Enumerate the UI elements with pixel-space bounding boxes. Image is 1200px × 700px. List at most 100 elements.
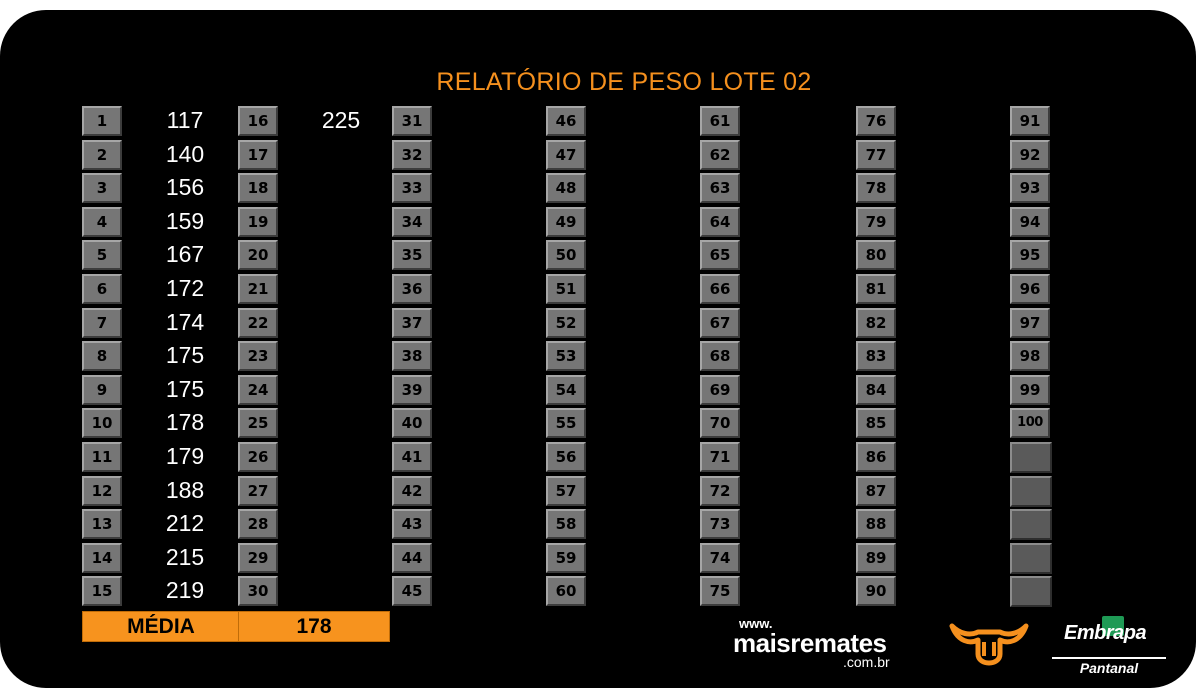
maisremates-logo: www. maisremates .com.br [733,616,908,676]
animal-number: 7 [82,308,122,338]
animal-weight [296,339,386,369]
animal-number: 49 [546,207,586,237]
animal-number: 10 [82,408,122,438]
animal-number: 32 [392,140,432,170]
animal-number: 29 [238,543,278,573]
animal-weight: 172 [165,275,205,301]
animal-number: 25 [238,408,278,438]
report-panel [0,10,1196,688]
animal-number: 92 [1010,140,1050,170]
embrapa-logo: Embrapa Pantanal [1050,616,1168,678]
average-label: MÉDIA [82,611,240,642]
animal-weight [296,406,386,436]
animal-number: 60 [546,576,586,606]
animal-number: 73 [700,509,740,539]
animal-number: 65 [700,240,740,270]
animal-number: 11 [82,442,122,472]
animal-number: 68 [700,341,740,371]
animal-number: 41 [392,442,432,472]
animal-number: 63 [700,173,740,203]
animal-number: 80 [856,240,896,270]
animal-number: 26 [238,442,278,472]
animal-number: 90 [856,576,896,606]
animal-weight: 156 [165,174,205,200]
animal-number: 54 [546,375,586,405]
animal-number: 70 [700,408,740,438]
animal-number: 98 [1010,341,1050,371]
animal-number: 76 [856,106,896,136]
animal-weight: 174 [165,309,205,335]
animal-number: 3 [82,173,122,203]
animal-weight [296,205,386,235]
animal-weight [296,474,386,504]
embrapa-subtitle: Pantanal [1079,660,1139,676]
maisremates-www: www. [739,616,773,631]
animal-number: 20 [238,240,278,270]
maisremates-name: maisremates [733,628,887,658]
animal-weight [296,373,386,403]
animal-weight [296,306,386,336]
animal-number: 5 [82,240,122,270]
animal-weight [296,440,386,470]
animal-weight: 175 [165,376,205,402]
animal-number: 33 [392,173,432,203]
average-value: 178 [238,611,390,642]
animal-number: 99 [1010,375,1050,405]
animal-number: 50 [546,240,586,270]
animal-weight: 159 [165,208,205,234]
animal-number: 62 [700,140,740,170]
animal-number: 69 [700,375,740,405]
animal-number: 93 [1010,173,1050,203]
animal-weight: 140 [165,141,205,167]
animal-weight: 225 [321,107,361,133]
animal-number: 45 [392,576,432,606]
animal-number: 91 [1010,106,1050,136]
animal-weight [296,507,386,537]
animal-number: 51 [546,274,586,304]
embrapa-divider [1052,657,1166,659]
animal-number: 85 [856,408,896,438]
empty-slot [1010,509,1052,540]
animal-number: 17 [238,140,278,170]
animal-number: 71 [700,442,740,472]
animal-number: 59 [546,543,586,573]
animal-weight: 175 [165,342,205,368]
animal-number: 64 [700,207,740,237]
animal-number: 82 [856,308,896,338]
animal-number: 42 [392,476,432,506]
animal-number: 75 [700,576,740,606]
animal-number: 34 [392,207,432,237]
animal-number: 15 [82,576,122,606]
animal-number: 18 [238,173,278,203]
animal-number: 89 [856,543,896,573]
animal-number: 78 [856,173,896,203]
animal-number: 86 [856,442,896,472]
animal-number: 81 [856,274,896,304]
animal-number: 6 [82,274,122,304]
animal-number: 38 [392,341,432,371]
animal-number: 24 [238,375,278,405]
animal-weight [296,238,386,268]
animal-number: 12 [82,476,122,506]
animal-number: 94 [1010,207,1050,237]
animal-number: 23 [238,341,278,371]
empty-slot [1010,543,1052,574]
animal-number: 84 [856,375,896,405]
animal-number: 87 [856,476,896,506]
animal-weight: 188 [165,477,205,503]
animal-number: 21 [238,274,278,304]
animal-weight [296,272,386,302]
animal-number: 96 [1010,274,1050,304]
animal-number: 8 [82,341,122,371]
animal-weight [296,138,386,168]
animal-number: 58 [546,509,586,539]
report-title: RELATÓRIO DE PESO LOTE 02 [436,68,812,96]
animal-number: 22 [238,308,278,338]
animal-number: 19 [238,207,278,237]
animal-weight: 167 [165,241,205,267]
animal-number: 2 [82,140,122,170]
animal-number: 67 [700,308,740,338]
animal-weight [296,171,386,201]
animal-number: 35 [392,240,432,270]
maisremates-domain: .com.br [843,654,890,670]
